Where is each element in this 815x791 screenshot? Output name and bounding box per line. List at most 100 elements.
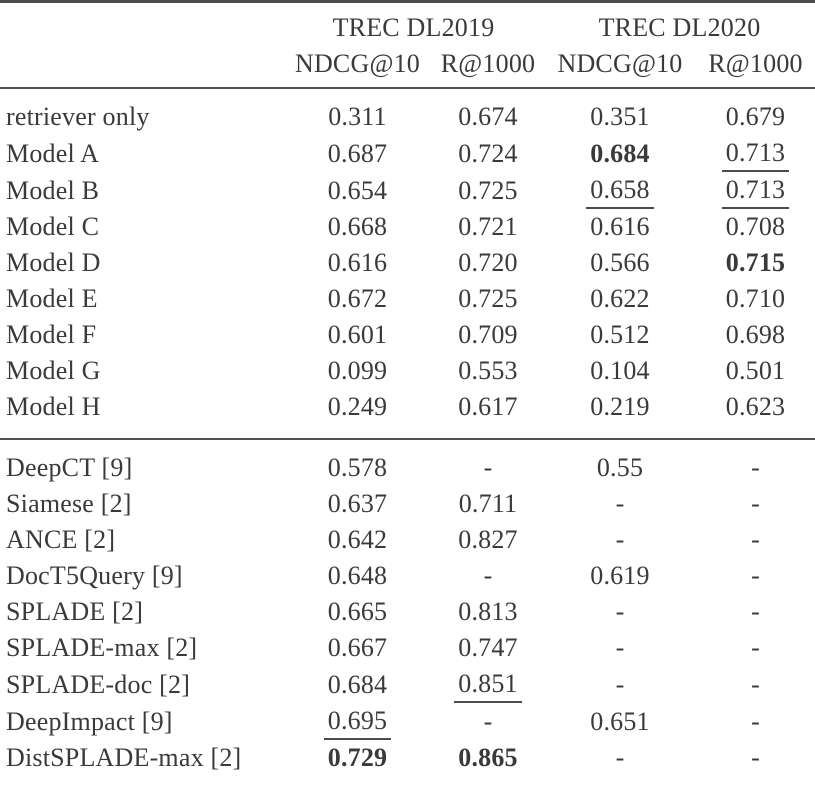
cell-dl2020-r1000: - <box>751 525 760 554</box>
cell-dl2019-r1000: 0.851 <box>432 666 544 703</box>
row-label: Model F <box>6 320 97 349</box>
cell-dl2019-r1000: 0.865 <box>432 740 544 791</box>
cell-dl2020-ndcg10: - <box>615 633 625 662</box>
cell-dl2019-ndcg10: 0.667 <box>327 633 388 662</box>
cell-dl2019-r1000: 0.553 <box>458 356 518 385</box>
cell-dl2020-r1000: 0.501 <box>725 356 786 385</box>
cell-dl2020-ndcg10: 0.566 <box>590 248 650 277</box>
cell-dl2020-ndcg10: - <box>615 669 625 699</box>
cell-dl2019-ndcg10: 0.311 <box>328 102 387 131</box>
cell-dl2020-r1000: - <box>751 453 760 482</box>
table-row: Model G 0.099 0.553 0.104 0.501 <box>0 353 815 389</box>
table-header: TREC DL2019 TREC DL2020 NDCG@10 R@1000 N… <box>0 2 815 89</box>
cell-dl2019-ndcg10: 0.695 <box>283 703 432 740</box>
table-row: DistSPLADE-max [2] 0.729 0.865 - - <box>0 740 815 791</box>
column-group-trec-dl2019: TREC DL2019 <box>332 13 495 42</box>
cell-dl2020-ndcg10: 0.104 <box>590 356 650 385</box>
cell-dl2020-r1000: 0.713 <box>696 172 815 209</box>
cell-dl2019-ndcg10: 0.099 <box>327 356 388 385</box>
row-label: Model G <box>6 356 101 385</box>
cell-dl2020-r1000: 0.710 <box>725 284 786 313</box>
row-label: ANCE [2] <box>6 525 116 554</box>
table-row: Model E 0.672 0.725 0.622 0.710 <box>0 281 815 317</box>
cell-dl2019-ndcg10: 0.684 <box>327 669 388 699</box>
table-row: Model D 0.616 0.720 0.566 0.715 <box>0 245 815 281</box>
cell-dl2019-r1000: 0.747 <box>458 633 518 662</box>
cell-dl2020-ndcg10: - <box>615 597 625 626</box>
cell-dl2020-ndcg10: - <box>615 489 625 518</box>
table-row: ANCE [2] 0.642 0.827 - - <box>0 522 815 558</box>
row-label: DeepCT [9] <box>6 453 133 482</box>
cell-dl2020-ndcg10: 0.684 <box>544 135 696 172</box>
row-label: DeepImpact [9] <box>6 706 173 736</box>
best-value: 0.715 <box>725 248 786 277</box>
table-row: SPLADE-max [2] 0.667 0.747 - - <box>0 630 815 666</box>
col-header-dl2019-ndcg10: NDCG@10 <box>283 47 432 89</box>
table-row: SPLADE-doc [2] 0.684 0.851 - - <box>0 666 815 703</box>
col-header-dl2020-r1000: R@1000 <box>696 47 815 89</box>
cell-dl2020-ndcg10: 0.619 <box>590 561 650 590</box>
row-label: Model H <box>0 389 283 440</box>
row-label: Model A <box>6 138 100 168</box>
second-best-value: 0.658 <box>586 176 654 209</box>
empty-corner-cell <box>0 47 283 89</box>
cell-dl2019-r1000: - <box>483 453 493 482</box>
cell-dl2019-ndcg10: 0.642 <box>327 525 388 554</box>
row-label: Model B <box>6 175 100 205</box>
cell-dl2019-ndcg10: 0.654 <box>327 175 388 205</box>
cell-dl2019-ndcg10: 0.672 <box>327 284 388 313</box>
table-row: Model H 0.249 0.617 0.219 0.623 <box>0 389 815 440</box>
second-best-value: 0.695 <box>323 707 392 740</box>
row-label: Model E <box>6 284 98 313</box>
cell-dl2020-ndcg10: 0.219 <box>544 389 696 440</box>
cell-dl2020-r1000: - <box>751 561 760 590</box>
cell-dl2019-r1000: 0.617 <box>432 389 544 440</box>
cell-dl2020-ndcg10: 0.651 <box>590 706 650 736</box>
table-row: Model B 0.654 0.725 0.658 0.713 <box>0 172 815 209</box>
cell-dl2019-ndcg10: 0.729 <box>283 740 432 791</box>
row-label: SPLADE-max [2] <box>6 633 198 662</box>
cell-dl2019-r1000: - <box>483 561 493 590</box>
cell-dl2020-r1000: - <box>751 633 760 662</box>
row-label: Model D <box>6 248 101 277</box>
cell-dl2019-r1000: 0.711 <box>458 489 518 518</box>
cell-dl2020-r1000: 0.679 <box>725 102 786 131</box>
table-row: Model A 0.687 0.724 0.684 0.713 <box>0 135 815 172</box>
cell-dl2019-r1000: - <box>483 706 493 736</box>
cell-dl2019-ndcg10: 0.637 <box>327 489 388 518</box>
cell-dl2020-r1000: - <box>751 743 760 772</box>
cell-dl2020-r1000: - <box>751 597 760 626</box>
cell-dl2019-ndcg10: 0.687 <box>327 138 388 168</box>
table-row: Model C 0.668 0.721 0.616 0.708 <box>0 209 815 245</box>
cell-dl2019-r1000: 0.709 <box>458 320 518 349</box>
cell-dl2020-ndcg10: 0.351 <box>590 102 650 131</box>
table-row: Siamese [2] 0.637 0.711 - - <box>0 486 815 522</box>
cell-dl2020-r1000: 0.713 <box>696 135 815 172</box>
cell-dl2020-ndcg10: 0.616 <box>590 212 650 241</box>
table-row: DeepCT [9] 0.578 - 0.55 - <box>0 439 815 486</box>
cell-dl2020-ndcg10: - <box>615 525 625 554</box>
cell-dl2020-r1000: - <box>751 706 760 736</box>
cell-dl2020-ndcg10: - <box>615 743 625 772</box>
cell-dl2019-r1000: 0.724 <box>458 138 518 168</box>
row-label: Model C <box>6 212 100 241</box>
cell-dl2020-ndcg10: 0.658 <box>544 172 696 209</box>
second-best-value: 0.713 <box>721 139 790 172</box>
cell-dl2019-ndcg10: 0.249 <box>283 389 432 440</box>
table-row: retriever only 0.311 0.674 0.351 0.679 <box>0 88 815 135</box>
table-row: Model F 0.601 0.709 0.512 0.698 <box>0 317 815 353</box>
section-models: retriever only 0.311 0.674 0.351 0.679 Model … <box>0 88 815 440</box>
cell-dl2020-r1000: 0.715 <box>696 245 815 281</box>
col-header-dl2019-r1000: R@1000 <box>432 47 544 89</box>
column-group-trec-dl2020: TREC DL2020 <box>598 13 761 42</box>
table-row: DocT5Query [9] 0.648 - 0.619 - <box>0 558 815 594</box>
cell-dl2019-r1000: 0.720 <box>458 248 518 277</box>
second-best-value: 0.713 <box>721 176 790 209</box>
cell-dl2019-r1000: 0.827 <box>458 525 518 554</box>
cell-dl2019-ndcg10: 0.648 <box>327 561 388 590</box>
cell-dl2019-r1000: 0.721 <box>458 212 518 241</box>
metric-header-row: NDCG@10 R@1000 NDCG@10 R@1000 <box>0 47 815 89</box>
cell-dl2019-ndcg10: 0.665 <box>327 597 388 626</box>
